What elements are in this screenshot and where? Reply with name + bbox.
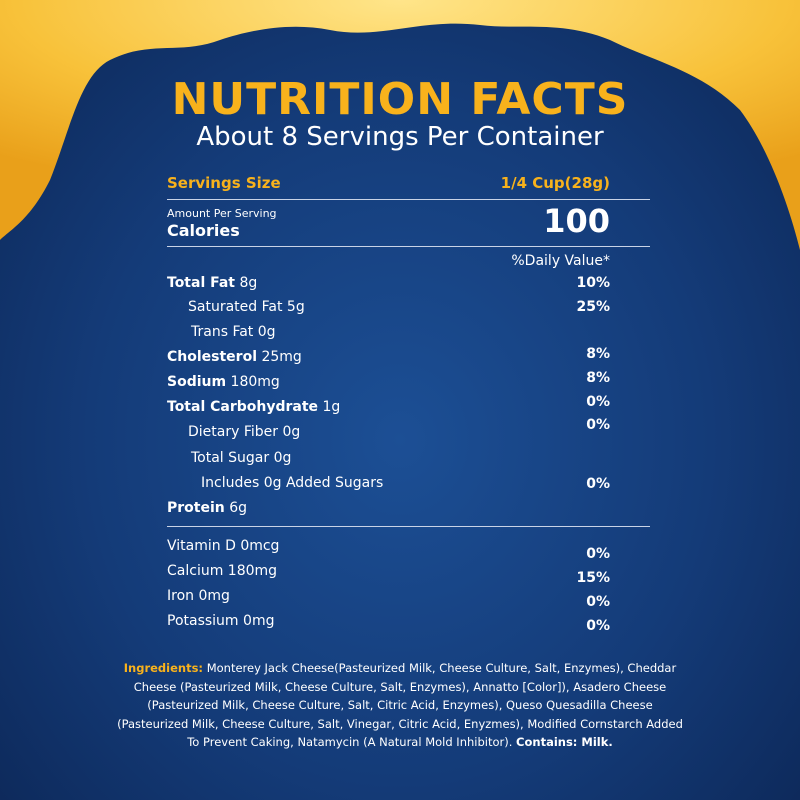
serving-value: 1/4 Cup(28g) bbox=[500, 174, 610, 192]
nutrient-name: Dietary Fiber bbox=[188, 424, 279, 440]
amount-note: Amount Per Serving bbox=[167, 207, 277, 220]
nutrient-amount: 25mg bbox=[261, 349, 302, 365]
nutrient-amount: 0g bbox=[257, 324, 276, 340]
nutrient-amount: 5g bbox=[286, 299, 305, 315]
vitamin-name: Calcium bbox=[167, 563, 224, 579]
vitamin-row: Vitamin D 0mcg bbox=[167, 537, 279, 555]
nutrient-row: Total Sugar 0g bbox=[191, 449, 291, 467]
vitamin-dv: 0% bbox=[586, 546, 610, 562]
nutrient-name: Total Sugar bbox=[191, 450, 270, 466]
nutrient-name: Protein bbox=[167, 500, 225, 516]
vitamin-dv: 0% bbox=[586, 618, 610, 634]
nutrient-dv: 8% bbox=[586, 346, 610, 362]
cheese-shape bbox=[0, 0, 800, 250]
serving-label: Servings Size bbox=[167, 174, 281, 192]
contains: Contains: Milk. bbox=[516, 735, 613, 749]
nutrient-row: Total Fat 8g bbox=[167, 274, 257, 292]
nutrient-amount: 180mg bbox=[230, 374, 280, 390]
ingredients-text: Monterey Jack Cheese(Pasteurized Milk, C… bbox=[117, 661, 683, 749]
nutrient-name: Includes 0g Added Sugars bbox=[201, 475, 384, 491]
nutrient-row: Protein 6g bbox=[167, 499, 247, 517]
nutrient-name: Sodium bbox=[167, 374, 227, 390]
vitamin-row: Calcium 180mg bbox=[167, 562, 277, 580]
nutrient-amount: 8g bbox=[239, 275, 258, 291]
nutrient-dv: 0% bbox=[586, 476, 610, 492]
nutrient-amount: 0g bbox=[273, 450, 292, 466]
calories-value: 100 bbox=[543, 202, 610, 240]
nutrient-name: Trans Fat bbox=[191, 324, 254, 340]
nutrient-row: Sodium 180mg bbox=[167, 373, 280, 391]
nutrient-dv: 10% bbox=[576, 275, 610, 291]
calories-label: Calories bbox=[167, 221, 240, 240]
nutrient-name: Cholesterol bbox=[167, 349, 257, 365]
title: NUTRITION FACTS bbox=[171, 74, 629, 125]
nutrient-amount: 0g bbox=[282, 424, 301, 440]
subtitle: About 8 Servings Per Container bbox=[196, 122, 604, 152]
divider bbox=[167, 246, 650, 247]
nutrient-row: Saturated Fat 5g bbox=[188, 298, 305, 316]
divider bbox=[167, 526, 650, 527]
nutrient-dv: 8% bbox=[586, 370, 610, 386]
ingredients-label: Ingredients: bbox=[123, 661, 204, 675]
vitamin-amount: 180mg bbox=[227, 563, 278, 579]
nutrient-row: Dietary Fiber 0g bbox=[188, 423, 300, 441]
nutrient-dv: 25% bbox=[576, 299, 610, 315]
dv-header: %Daily Value* bbox=[511, 253, 610, 269]
nutrient-row: Total Carbohydrate 1g bbox=[167, 398, 340, 416]
vitamin-row: Potassium 0mg bbox=[167, 612, 274, 630]
nutrient-row: Cholesterol 25mg bbox=[167, 348, 302, 366]
nutrient-name: Total Carbohydrate bbox=[167, 399, 319, 415]
nutrient-name: Total Fat bbox=[167, 275, 236, 291]
vitamin-name: Vitamin D bbox=[167, 538, 236, 554]
ingredients: Ingredients: Monterey Jack Cheese(Pasteu… bbox=[110, 659, 690, 752]
vitamin-amount: 0mg bbox=[198, 588, 230, 604]
vitamin-amount: 0mg bbox=[243, 613, 275, 629]
nutrient-dv: 0% bbox=[586, 417, 610, 433]
nutrient-dv: 0% bbox=[586, 394, 610, 410]
divider bbox=[167, 199, 650, 200]
nutrient-name: Saturated Fat bbox=[188, 299, 283, 315]
vitamin-dv: 15% bbox=[576, 570, 610, 586]
vitamin-row: Iron 0mg bbox=[167, 587, 230, 605]
vitamin-amount: 0mcg bbox=[240, 538, 280, 554]
nutrient-row: Trans Fat 0g bbox=[191, 323, 276, 341]
nutrient-amount: 1g bbox=[322, 399, 341, 415]
vitamin-name: Iron bbox=[167, 588, 195, 604]
vitamin-name: Potassium bbox=[167, 613, 239, 629]
nutrient-row: Includes 0g Added Sugars bbox=[201, 474, 383, 492]
vitamin-dv: 0% bbox=[586, 594, 610, 610]
nutrient-amount: 6g bbox=[229, 500, 247, 516]
